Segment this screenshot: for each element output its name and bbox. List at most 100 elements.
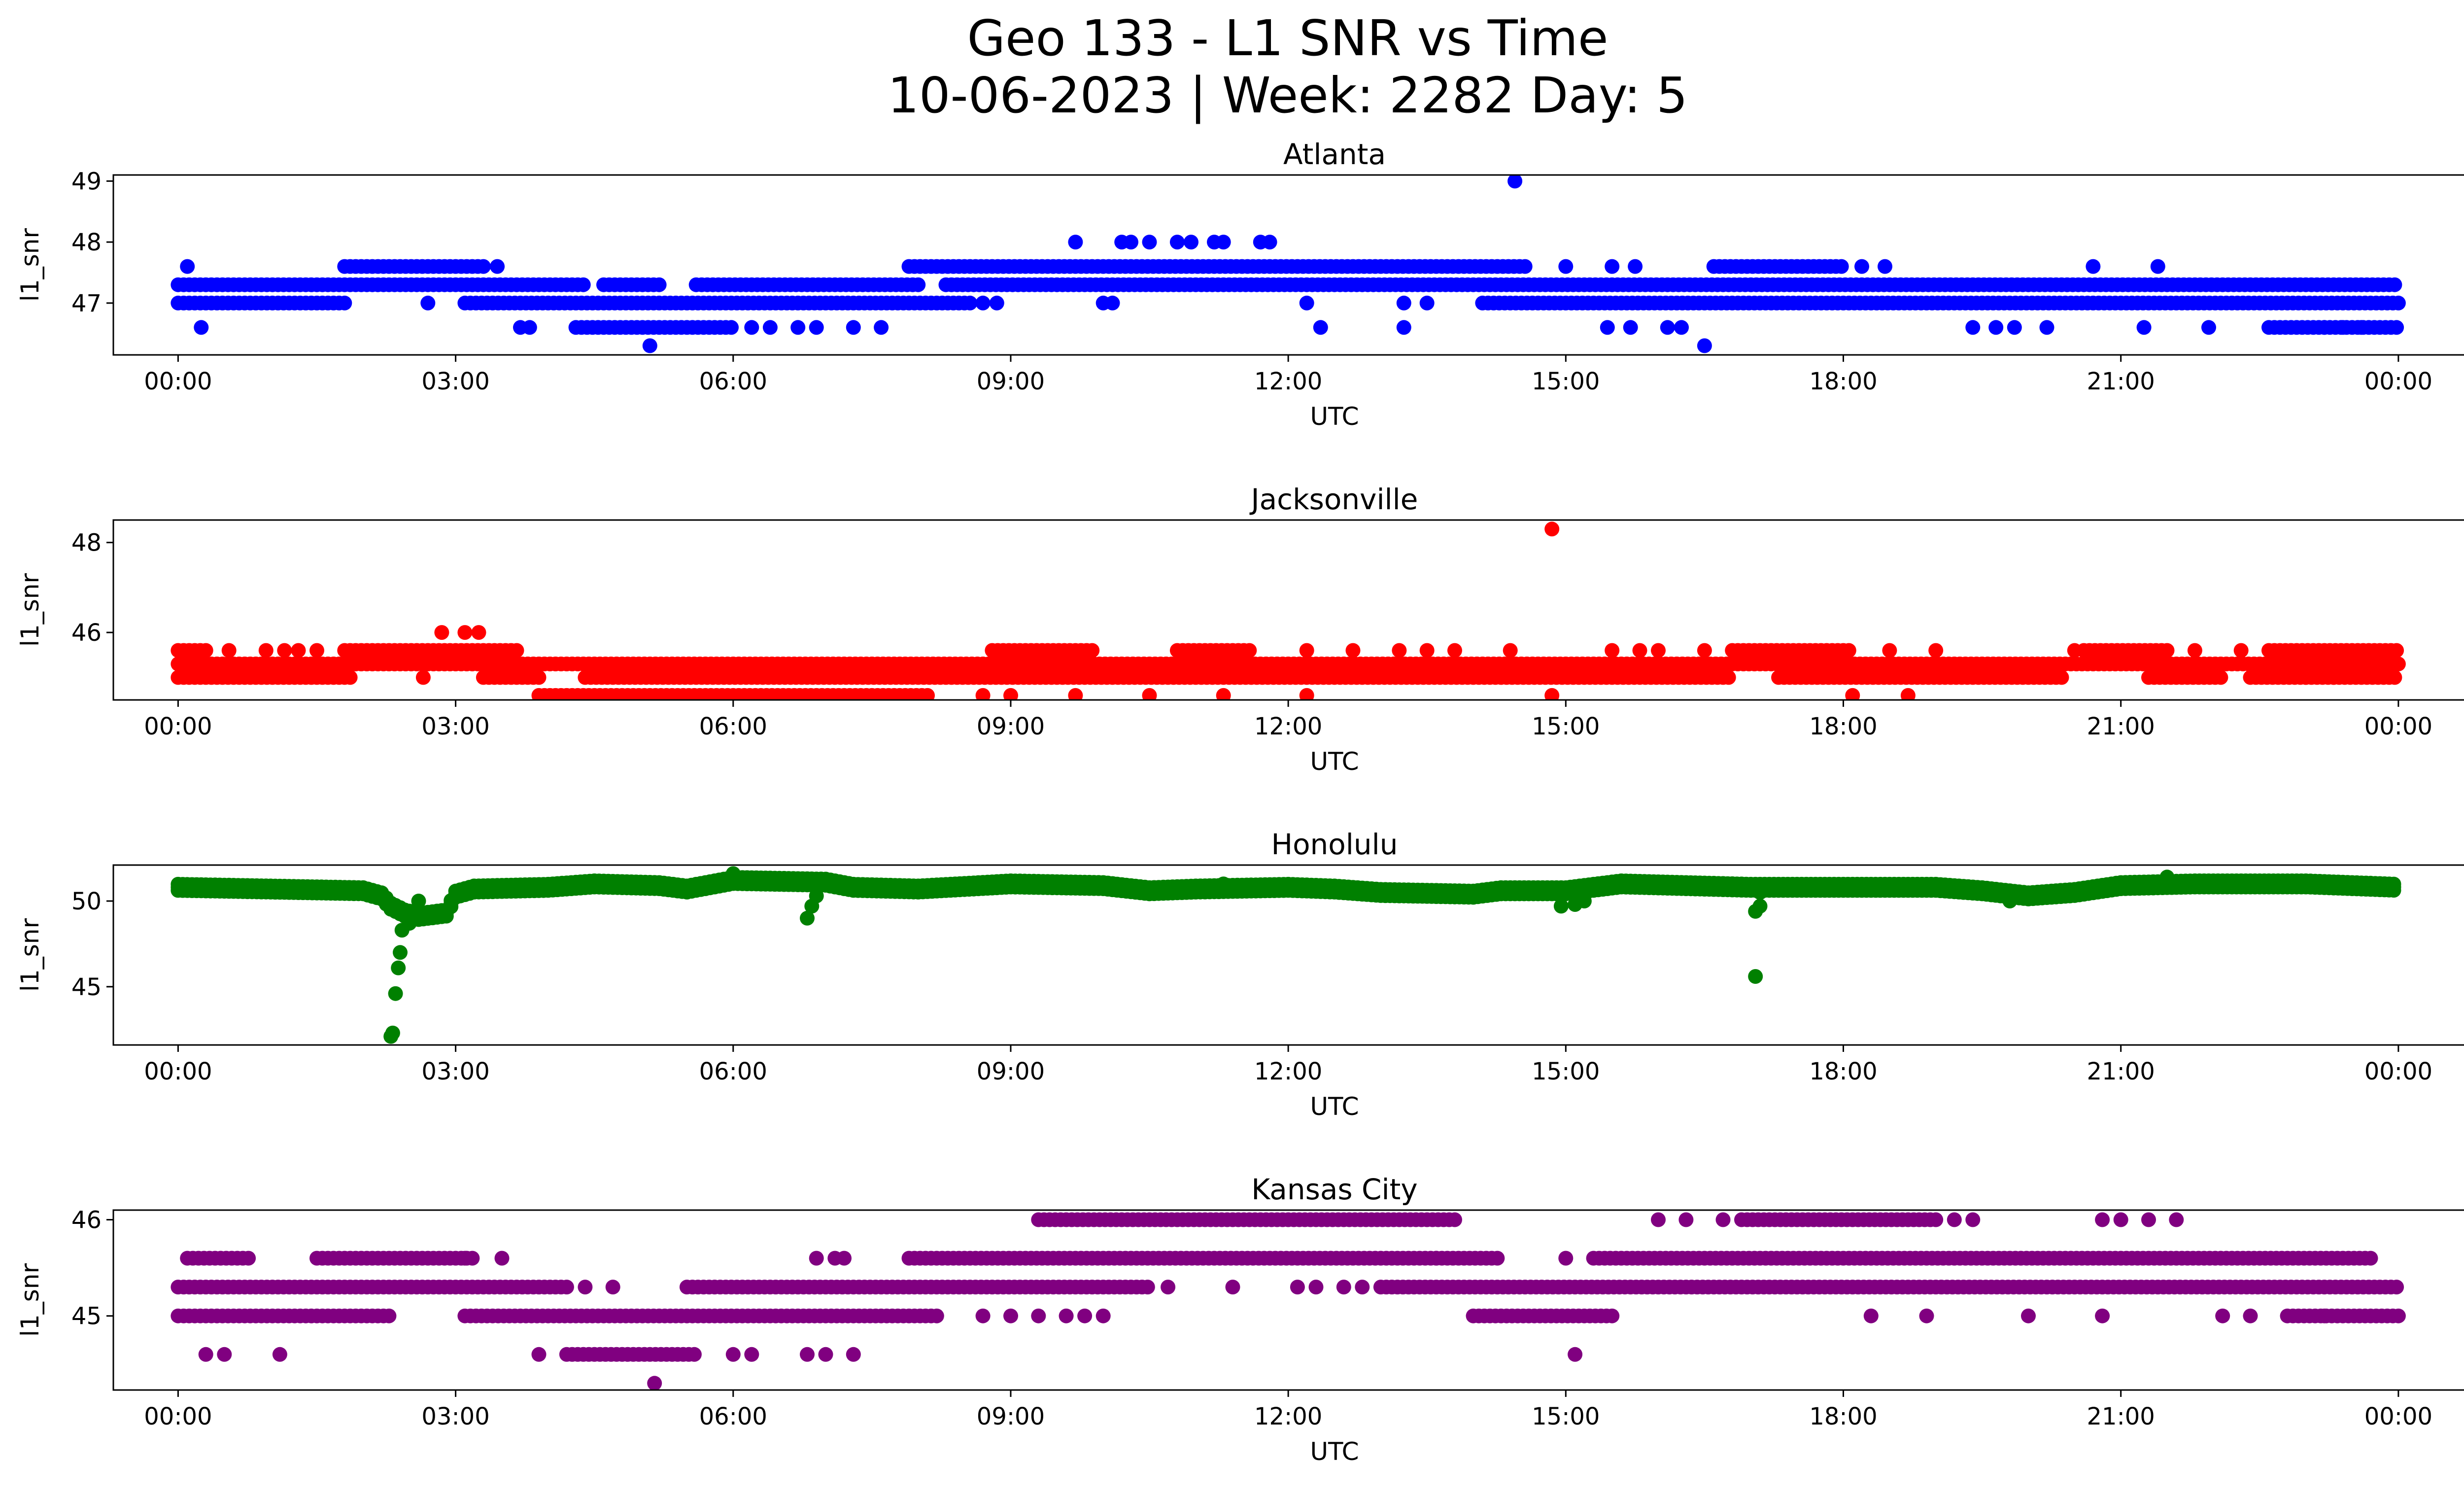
data-point <box>2386 883 2401 898</box>
subplot-title: Kansas City <box>1251 1173 1417 1206</box>
data-point <box>221 643 237 658</box>
x-axis-label: UTC <box>1310 1437 1359 1466</box>
x-tick-label: 21:00 <box>2087 1403 2155 1430</box>
data-point <box>1651 1212 1666 1227</box>
x-tick-label: 18:00 <box>1809 713 1877 740</box>
data-point <box>809 1251 824 1266</box>
axes-frame <box>112 519 2464 701</box>
subplot-atlanta: 00:00 03:00 06:00 09:00 12:00 15:00 18:00 21:00… <box>16 138 2464 431</box>
y-tick-label: 46 <box>71 619 102 647</box>
axes-frame <box>112 1209 2464 1391</box>
data-point <box>2233 643 2249 658</box>
data-point <box>647 1376 662 1390</box>
y-axis-label: l1_snr <box>16 1263 44 1337</box>
data-point <box>1628 259 1643 274</box>
x-tick-label: 15:00 <box>1532 368 1600 395</box>
data-point <box>1503 643 1518 658</box>
data-point <box>2054 670 2069 685</box>
data-point <box>309 643 324 658</box>
data-point <box>1841 643 1856 658</box>
data-point <box>2159 869 2175 885</box>
data-point <box>217 1347 232 1362</box>
y-tick-label: 49 <box>71 168 102 195</box>
data-point <box>1290 1280 1305 1295</box>
data-point <box>1715 1212 1731 1227</box>
data-point <box>1605 259 1620 274</box>
data-point <box>241 1251 256 1266</box>
data-point <box>291 643 306 658</box>
data-point <box>2363 1251 2378 1266</box>
y-axis-label: l1_snr <box>16 573 44 647</box>
data-point <box>1697 643 1712 658</box>
y-tick-label: 48 <box>71 529 102 557</box>
data-point <box>846 1347 861 1362</box>
data-point <box>2298 670 2314 685</box>
data-point <box>1308 1280 1324 1295</box>
data-point <box>2243 1308 2258 1323</box>
data-point <box>420 295 436 311</box>
subplot-kansas-city: 00:00 03:00 06:00 09:00 12:00 15:00 18:00 21:00… <box>16 1173 2464 1466</box>
data-point <box>1392 885 1407 900</box>
data-point <box>576 277 591 292</box>
x-tick-label: 15:00 <box>1532 1058 1600 1085</box>
data-point <box>272 1347 287 1362</box>
data-point <box>385 1025 400 1041</box>
data-point <box>1447 1212 1462 1227</box>
x-tick-label: 03:00 <box>421 368 489 395</box>
data-point <box>531 1347 547 1362</box>
data-point <box>1262 235 1277 250</box>
data-point <box>1429 1251 1444 1266</box>
axes-frame <box>112 174 2464 356</box>
data-point <box>874 320 889 335</box>
data-point <box>578 1280 593 1295</box>
subplot-title: Jacksonville <box>1250 483 1418 516</box>
data-point <box>1003 688 1018 700</box>
data-point <box>411 894 426 908</box>
data-point <box>1568 1347 1583 1362</box>
data-point <box>476 259 491 274</box>
data-point <box>1605 1308 1620 1323</box>
data-point <box>1605 643 1620 658</box>
data-point <box>1216 876 1231 892</box>
data-point <box>1336 1280 1351 1295</box>
data-point <box>1299 643 1314 658</box>
data-point <box>2317 320 2332 335</box>
data-point <box>800 1347 815 1362</box>
data-points <box>171 866 2401 1044</box>
x-tick-label: 18:00 <box>1809 1403 1877 1430</box>
data-point <box>402 916 417 931</box>
data-point <box>2389 1280 2404 1295</box>
data-point <box>1124 235 1138 250</box>
data-point <box>1863 1308 1879 1323</box>
data-points <box>171 175 2406 353</box>
data-point <box>962 295 978 311</box>
data-point <box>1553 899 1569 914</box>
data-point <box>1396 295 1411 311</box>
x-axis-label: UTC <box>1310 402 1359 431</box>
x-tick-label: 09:00 <box>977 1058 1045 1085</box>
data-point <box>2187 643 2202 658</box>
data-point <box>1600 320 1615 335</box>
y-axis-label: l1_snr <box>16 228 44 302</box>
data-point <box>1068 235 1083 250</box>
x-tick-label: 00:00 <box>2364 1058 2432 1085</box>
data-point <box>2387 277 2402 292</box>
x-tick-label: 21:00 <box>2087 713 2155 740</box>
x-tick-label: 03:00 <box>421 1403 489 1430</box>
x-tick-label: 15:00 <box>1532 713 1600 740</box>
x-tick-label: 00:00 <box>144 1058 212 1085</box>
data-point <box>1947 1212 1962 1227</box>
data-point <box>1919 1308 1934 1323</box>
data-point <box>1660 320 1675 335</box>
y-tick-label: 45 <box>71 1303 102 1330</box>
data-point <box>457 1251 473 1266</box>
data-point <box>790 320 806 335</box>
data-point <box>929 1308 944 1323</box>
x-tick-label: 06:00 <box>699 1058 767 1085</box>
data-point <box>725 866 741 881</box>
data-point <box>2113 1212 2128 1227</box>
data-point <box>1396 320 1411 335</box>
data-points <box>171 522 2406 700</box>
data-point <box>975 688 991 700</box>
